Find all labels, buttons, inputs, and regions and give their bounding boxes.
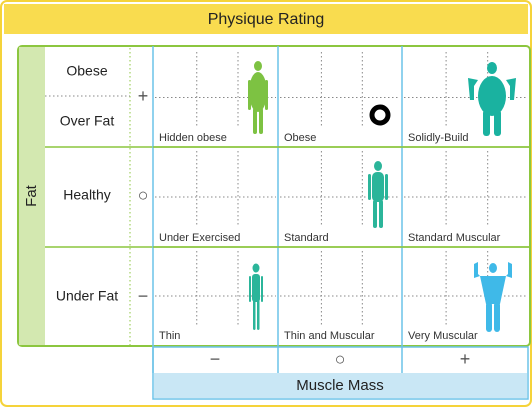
cell-label: Hidden obese xyxy=(159,132,227,144)
cell-label: Standard Muscular xyxy=(408,232,501,244)
title: Physique Rating xyxy=(208,11,325,28)
row-label: Healthy xyxy=(63,187,110,203)
cell-label: Thin and Muscular xyxy=(284,330,375,342)
cell-label: Under Exercised xyxy=(159,232,240,244)
row-label: Obese xyxy=(66,63,107,79)
row-label: Under Fat xyxy=(56,288,118,304)
row-label: Over Fat xyxy=(60,113,115,129)
row-sign: ○ xyxy=(138,185,149,205)
muscle-label: Muscle Mass xyxy=(296,377,384,394)
physique-rating-chart: Physique Rating Fat Obese Over Fat Healt… xyxy=(0,0,532,407)
fat-label: Fat xyxy=(23,184,40,207)
cell-label: Thin xyxy=(159,330,180,342)
row-sign: + xyxy=(138,86,149,106)
cell-label: Obese xyxy=(284,132,316,144)
cell-label: Standard xyxy=(284,232,329,244)
col-sign: + xyxy=(460,349,471,369)
col-sign: ○ xyxy=(335,349,346,369)
col-sign: − xyxy=(210,349,221,369)
row-sign: − xyxy=(138,286,149,306)
cell-label: Solidly-Build xyxy=(408,132,469,144)
cell-label: Very Muscular xyxy=(408,330,478,342)
